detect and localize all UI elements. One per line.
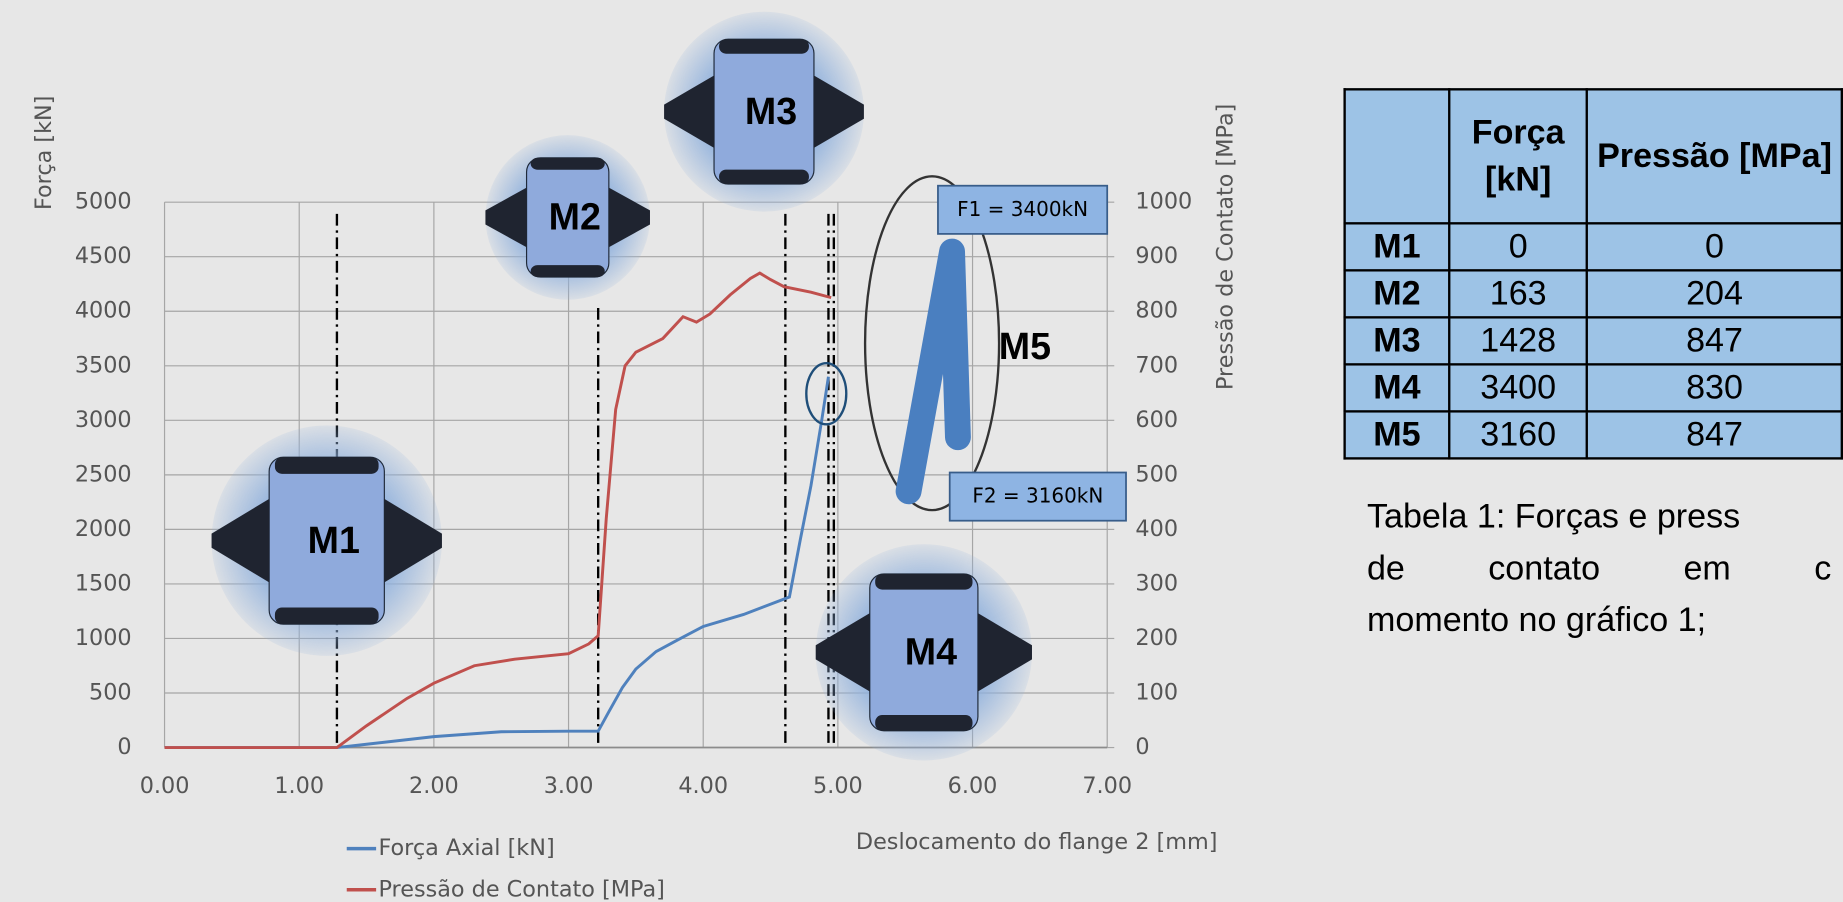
x-tick-label: 7.00 xyxy=(1082,773,1132,799)
legend-label: Pressão de Contato [MPa] xyxy=(378,876,664,901)
y2-tick-label: 300 xyxy=(1135,570,1178,596)
y-tick-label: 1000 xyxy=(75,625,132,651)
marker-label: M4 xyxy=(905,631,957,673)
marker-label: M1 xyxy=(308,519,360,561)
table-cell: 847 xyxy=(1587,411,1842,458)
legend-label: Força Axial [kN] xyxy=(378,835,554,861)
caption-line: Tabela 1: Forças e press xyxy=(1367,491,1831,543)
y2-tick-label: 100 xyxy=(1135,680,1178,706)
table-cell: 847 xyxy=(1587,317,1842,364)
y-tick-label: 4500 xyxy=(75,243,132,269)
y-tick-label: 1500 xyxy=(75,570,132,596)
table-cell: 830 xyxy=(1587,364,1842,411)
x-tick-label: 2.00 xyxy=(409,773,459,799)
x-tick-label: 6.00 xyxy=(948,773,998,799)
x-tick-label: 5.00 xyxy=(813,773,863,799)
x-tick-label: 3.00 xyxy=(544,773,594,799)
y2-tick-label: 800 xyxy=(1135,298,1178,324)
marker-label: M3 xyxy=(745,90,797,132)
table-header-cell: Pressão [MPa] xyxy=(1587,89,1842,223)
y-tick-label: 0 xyxy=(117,734,131,760)
y2-tick-label: 1000 xyxy=(1135,189,1192,215)
y-tick-label: 2500 xyxy=(75,461,132,487)
y-tick-label: 2000 xyxy=(75,516,132,542)
gasket-icon: M1 xyxy=(212,425,442,655)
marker-label: M2 xyxy=(549,196,601,238)
table-cell: 1428 xyxy=(1449,317,1587,364)
y-tick-label: 500 xyxy=(89,680,132,706)
marker-label: M5 xyxy=(999,325,1051,367)
gasket-icon: M2 xyxy=(485,135,650,300)
gasket-icon: M4 xyxy=(816,544,1032,760)
table-cell: 163 xyxy=(1449,270,1587,317)
table-cell: 204 xyxy=(1587,270,1842,317)
gasket-icon: M3 xyxy=(664,12,864,212)
y2-tick-label: 900 xyxy=(1135,243,1178,269)
y2-tick-label: 0 xyxy=(1135,734,1149,760)
annotation: F2 = 3160kN xyxy=(972,484,1103,508)
gasket-bottom xyxy=(275,607,379,624)
gasket-top xyxy=(719,39,809,53)
gasket-top xyxy=(275,457,379,474)
y2-tick-label: 600 xyxy=(1135,407,1178,433)
caption-line: momento no gráfico 1; xyxy=(1367,595,1831,647)
y2-tick-label: 400 xyxy=(1135,516,1178,542)
row-label: M2 xyxy=(1345,270,1450,317)
x-tick-label: 4.00 xyxy=(678,773,728,799)
y-tick-label: 4000 xyxy=(75,298,132,324)
y2-tick-label: 700 xyxy=(1135,352,1178,378)
y2-axis-title: Pressão de Contato [MPa] xyxy=(1212,104,1238,390)
y2-tick-label: 200 xyxy=(1135,625,1178,651)
gasket-top xyxy=(875,574,972,590)
gasket-bottom xyxy=(531,265,605,277)
x-tick-label: 0.00 xyxy=(140,773,190,799)
annotation: F1 = 3400kN xyxy=(957,197,1088,221)
table-corner xyxy=(1345,89,1450,223)
y2-tick-label: 500 xyxy=(1135,461,1178,487)
table-header: Força [kN] Pressão [MPa] xyxy=(1345,89,1842,223)
table-header-cell: Força [kN] xyxy=(1449,89,1587,223)
table-cell: 3400 xyxy=(1449,364,1587,411)
y-tick-label: 3500 xyxy=(75,352,132,378)
row-label: M3 xyxy=(1345,317,1450,364)
gasket-bottom xyxy=(719,170,809,184)
row-label: M5 xyxy=(1345,411,1450,458)
gasket-top xyxy=(531,158,605,170)
table-cell: 0 xyxy=(1587,223,1842,270)
gasket-bottom xyxy=(875,715,972,731)
table-cell: 0 xyxy=(1449,223,1587,270)
x-tick-label: 1.00 xyxy=(274,773,324,799)
row-label: M1 xyxy=(1345,223,1450,270)
x-axis-title: Deslocamento do flange 2 [mm] xyxy=(856,829,1218,855)
row-label: M4 xyxy=(1345,364,1450,411)
page: 0500100015002000250030003500400045005000… xyxy=(0,0,1843,902)
y-tick-label: 5000 xyxy=(75,189,132,215)
table-cell: 3160 xyxy=(1449,411,1587,458)
zoom-line xyxy=(909,252,958,492)
caption-line: de contato em c xyxy=(1367,543,1831,595)
y-axis-title: Força [kN] xyxy=(31,96,57,211)
y-tick-label: 3000 xyxy=(75,407,132,433)
